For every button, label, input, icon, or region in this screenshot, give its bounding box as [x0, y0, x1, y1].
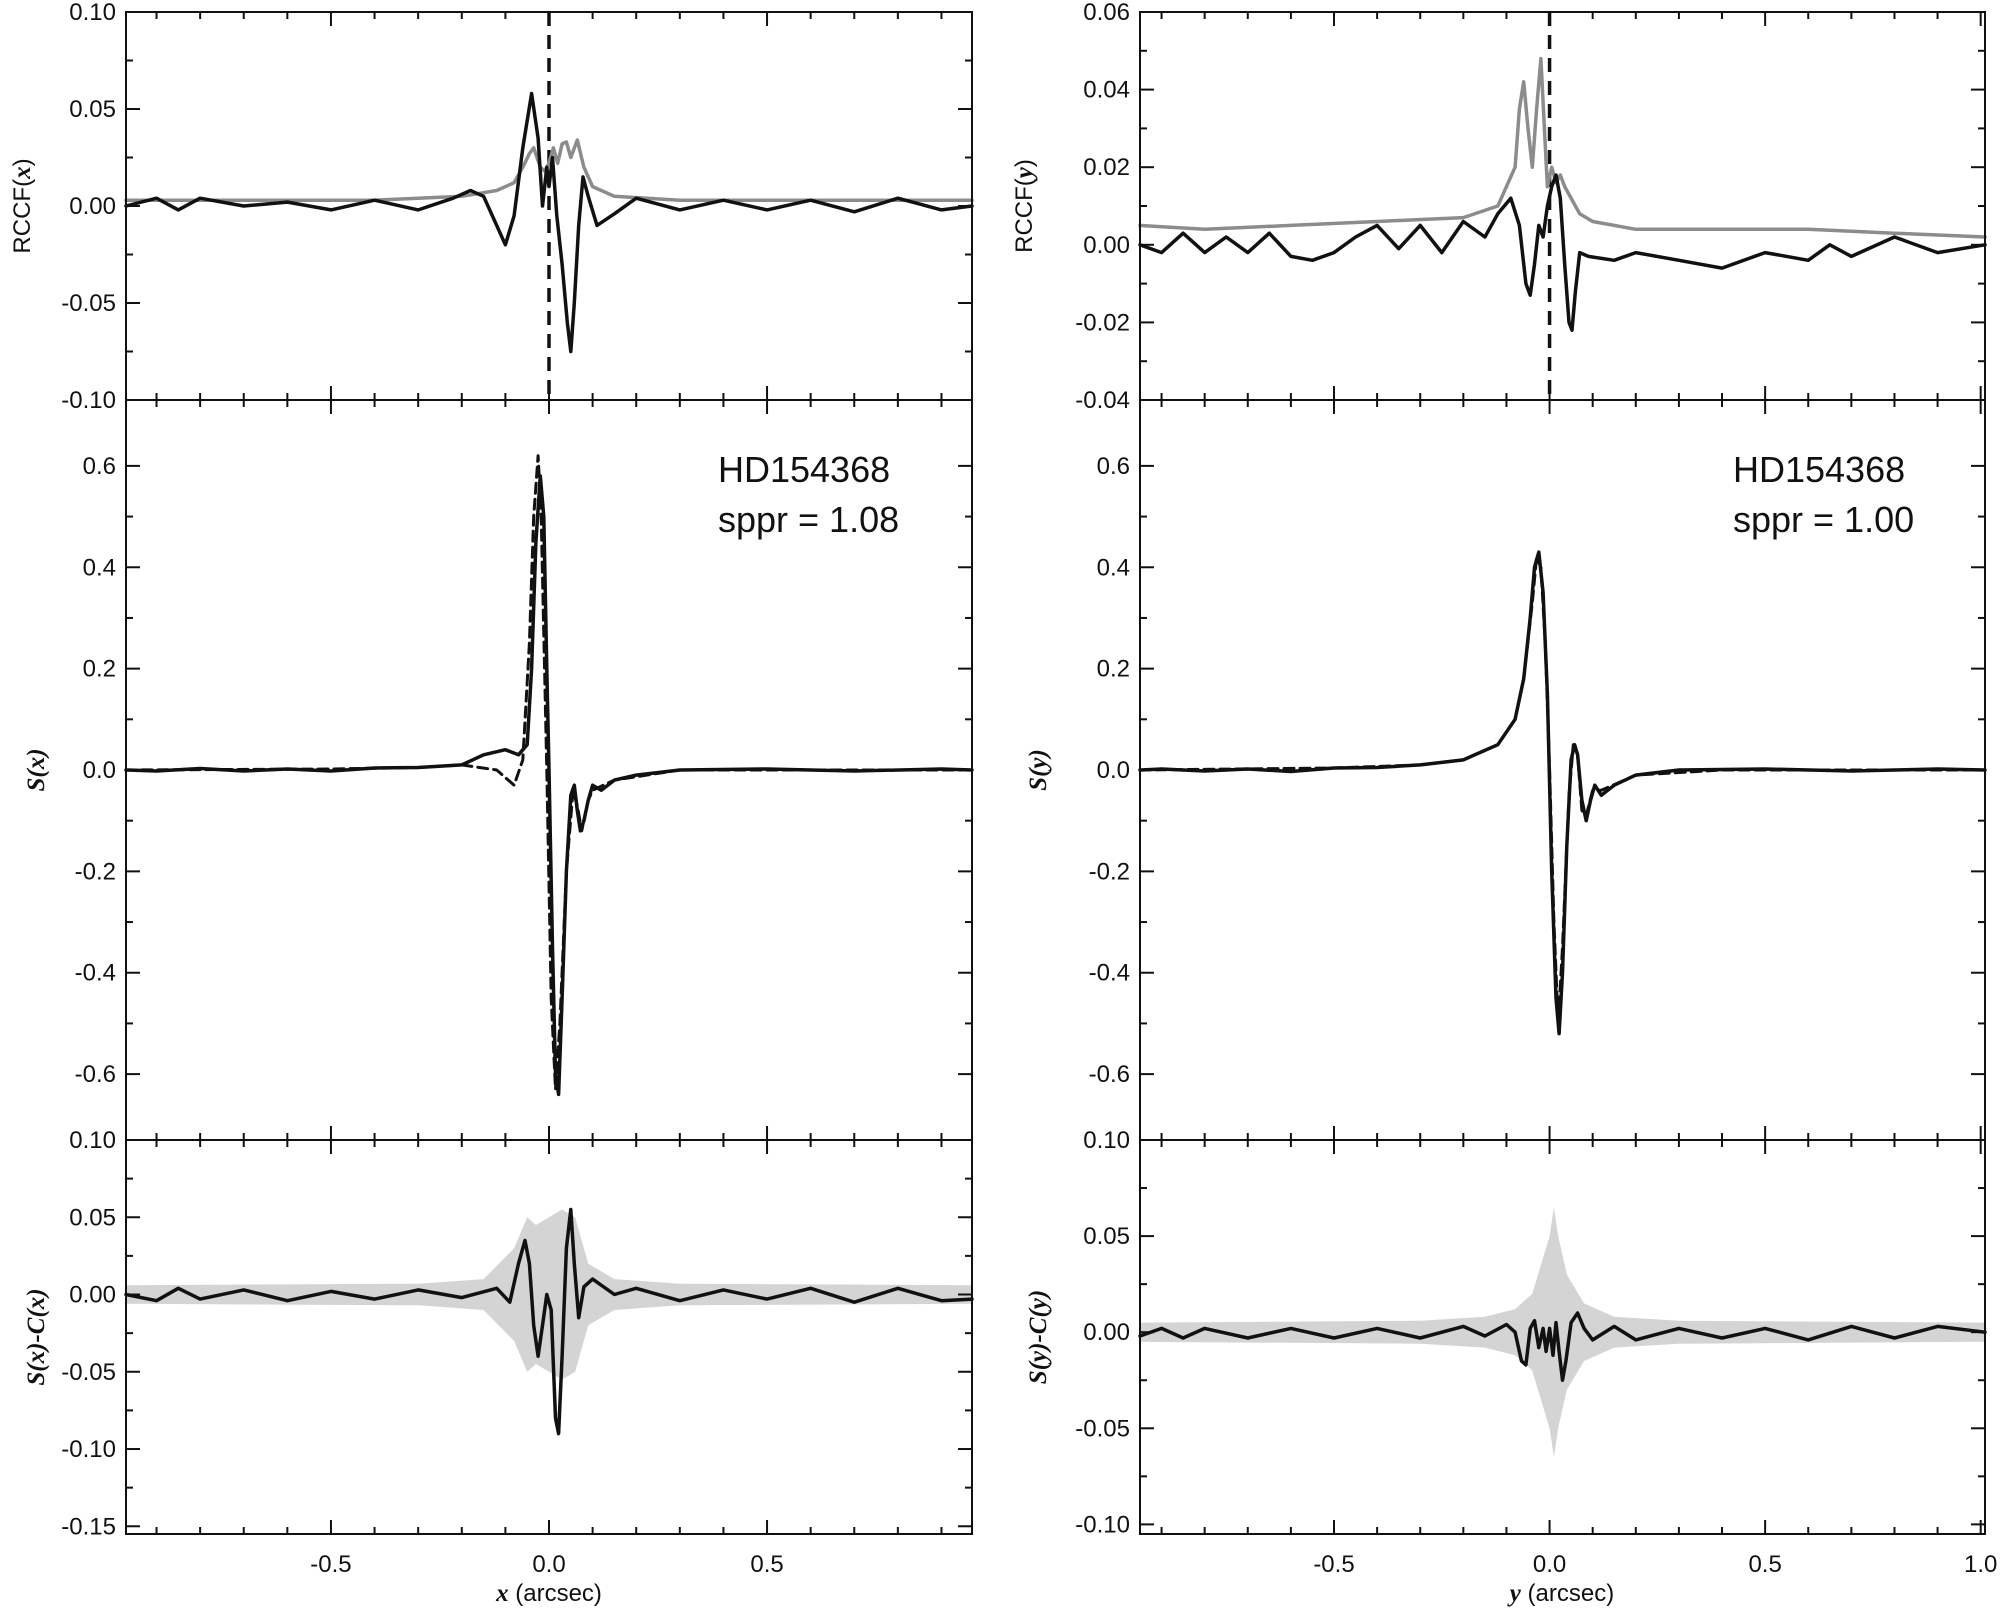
y-tick-label: 0.0	[1097, 757, 1130, 784]
y-tick-label: 0.2	[83, 656, 116, 683]
x-tick-label: -0.5	[1313, 1551, 1354, 1578]
y-tick-label: -0.10	[61, 1436, 116, 1463]
annotation-sppr: sppr = 1.00	[1733, 499, 1914, 540]
uncertainty-band	[1140, 1207, 1985, 1458]
y-axis-label: S(x)-C(x)	[23, 1288, 50, 1385]
y-tick-label: -0.4	[1089, 960, 1130, 987]
y-axis-label: S(x)	[23, 748, 50, 791]
y-tick-label: 0.6	[1097, 453, 1130, 480]
y-tick-label: 0.06	[1083, 0, 1130, 26]
x-axis-label: y (arcsec)	[1507, 1580, 1614, 1607]
y-tick-label: 0.10	[1083, 1127, 1130, 1154]
annotation-star: HD154368	[718, 449, 890, 490]
y-tick-label: 0.2	[1097, 656, 1130, 683]
y-tick-label: -0.15	[61, 1513, 116, 1540]
y-tick-label: 0.00	[1083, 232, 1130, 259]
y-tick-label: -0.05	[61, 290, 116, 317]
y-tick-label: 0.04	[1083, 77, 1130, 104]
y-tick-label: -0.2	[75, 858, 116, 885]
y-tick-label: -0.05	[1075, 1415, 1130, 1442]
series-line-1	[1138, 173, 1987, 332]
x-tick-label: 0.5	[1748, 1551, 1781, 1578]
uncertainty-band	[126, 1209, 972, 1380]
y-tick-label: -0.6	[75, 1061, 116, 1088]
series-line-0	[124, 138, 974, 202]
annotation-sppr: sppr = 1.08	[718, 499, 899, 540]
x-axis-label: x (arcsec)	[495, 1580, 602, 1607]
y-tick-label: -0.4	[75, 960, 116, 987]
y-tick-label: 0.0	[83, 757, 116, 784]
y-tick-label: 0.10	[69, 0, 116, 26]
y-axis-label: S(y)	[1025, 749, 1052, 791]
series-line-1	[124, 91, 974, 354]
panel-right-middle: 0.6 0.4 0.2 0.0 -0.2 -0.4 -0.6 S(y) HD154368 s…	[1025, 399, 1987, 1141]
panel-right-bottom: 0.10 0.05 0.00 -0.05 -0.10 -0.5 0.0 0.5 1.0 S(y)…	[1025, 1127, 1997, 1607]
y-tick-label: 0.05	[69, 96, 116, 123]
x-tick-label: 0.0	[532, 1551, 565, 1578]
y-tick-label: -0.6	[1089, 1061, 1130, 1088]
panel-right-top: 0.06 0.04 0.02 0.00 -0.02 -0.04 RCCF(y)	[1011, 0, 1987, 414]
y-tick-label: 0.00	[69, 193, 116, 220]
y-tick-label: 0.05	[69, 1204, 116, 1231]
series-line-1	[1138, 550, 1987, 1036]
y-tick-label: 0.00	[69, 1282, 116, 1309]
y-tick-label: 0.10	[69, 1127, 116, 1154]
panel-left-bottom: 0.10 0.05 0.00 -0.05 -0.10 -0.15 -0.5 0.0 0.5 S(…	[23, 1127, 974, 1607]
plot-frame	[1139, 1139, 1986, 1535]
panel-left-top: 0.10 0.05 0.00 -0.05 -0.10 RCCF(x)	[9, 0, 974, 414]
annotation-star: HD154368	[1733, 449, 1905, 490]
x-tick-label: 0.0	[1533, 1551, 1566, 1578]
y-tick-label: 0.4	[83, 554, 116, 581]
y-tick-label: 0.6	[83, 453, 116, 480]
panel-left-middle: 0.6 0.4 0.2 0.0 -0.2 -0.4 -0.6 S(x) HD154368 s…	[23, 399, 974, 1141]
x-tick-label: 1.0	[1964, 1551, 1997, 1578]
y-tick-label: -0.10	[1075, 1511, 1130, 1538]
y-axis-label: RCCF(y)	[1011, 159, 1038, 253]
series-line-0	[1138, 1311, 1987, 1382]
y-tick-label: -0.04	[1075, 387, 1130, 414]
x-tick-label: -0.5	[310, 1551, 351, 1578]
series-line-0	[1138, 56, 1987, 239]
y-tick-label: 0.00	[1083, 1319, 1130, 1346]
y-tick-label: -0.02	[1075, 309, 1130, 336]
series-line-0	[124, 1207, 974, 1436]
x-tick-label: 0.5	[750, 1551, 783, 1578]
y-tick-label: -0.05	[61, 1359, 116, 1386]
y-axis-label: S(y)-C(y)	[1025, 1290, 1052, 1384]
y-tick-label: 0.02	[1083, 154, 1130, 181]
y-axis-label: RCCF(x)	[9, 158, 36, 253]
y-tick-label: -0.2	[1089, 858, 1130, 885]
y-tick-label: 0.4	[1097, 554, 1130, 581]
y-tick-label: -0.10	[61, 387, 116, 414]
y-tick-label: 0.05	[1083, 1223, 1130, 1250]
series-line-1	[124, 474, 974, 1097]
